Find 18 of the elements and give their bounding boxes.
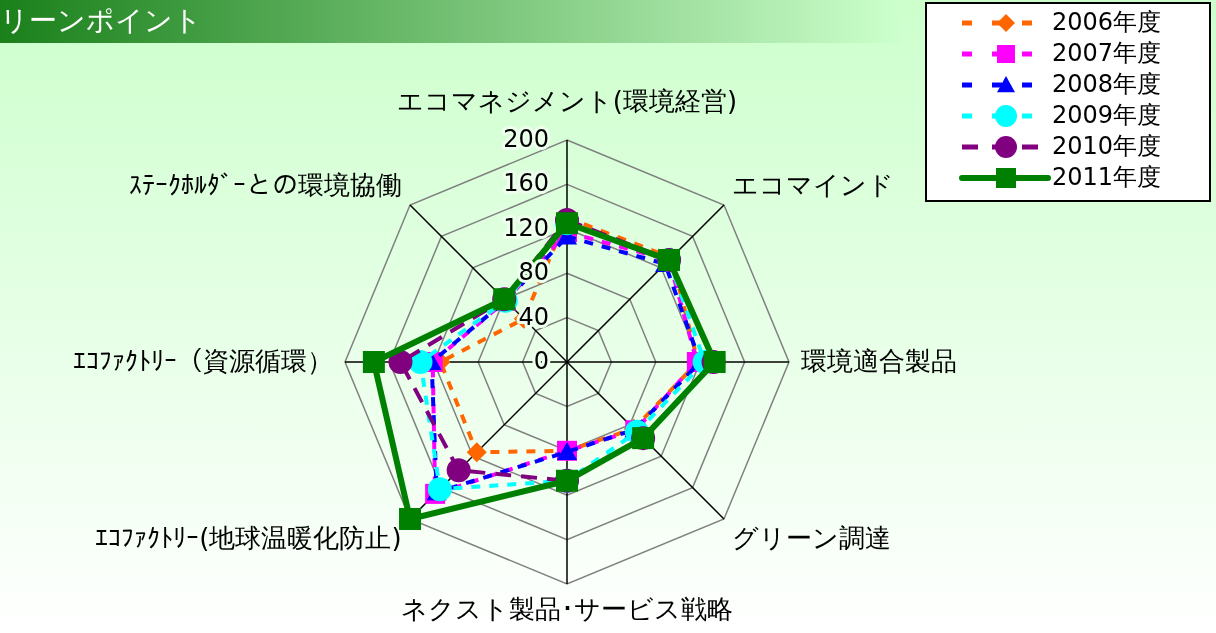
legend-label: 2006年度 — [1052, 8, 1162, 36]
spoke-label: ネクスト製品･サービス戦略 — [401, 593, 733, 624]
legend-label: 2010年度 — [1052, 132, 1162, 160]
y-tick-label: 160 — [503, 169, 549, 198]
spoke-label: 環境適合製品 — [801, 345, 957, 376]
legend-label: 2009年度 — [1052, 101, 1162, 129]
spoke-label: ｴｺﾌｧｸﾄﾘｰ(地球温暖化防止) — [95, 522, 402, 553]
legend-label: 2011年度 — [1052, 163, 1162, 191]
y-tick-label: 120 — [503, 213, 549, 242]
spoke-label: ｽﾃｰｸﾎﾙﾀﾞｰとの環境協働 — [128, 170, 402, 201]
spoke-label: エコマインド — [732, 170, 895, 201]
spoke-label: グリーン調達 — [732, 522, 892, 553]
spoke-label: ｴｺﾌｧｸﾄﾘｰ（資源循環） — [73, 345, 333, 376]
legend-label: 2008年度 — [1052, 70, 1162, 98]
y-tick-label: 200 — [503, 125, 549, 153]
legend-label: 2007年度 — [1052, 39, 1162, 67]
spoke-label: エコマネジメント(環境経営) — [396, 85, 738, 116]
chart-title: リーンポイント — [0, 4, 202, 37]
